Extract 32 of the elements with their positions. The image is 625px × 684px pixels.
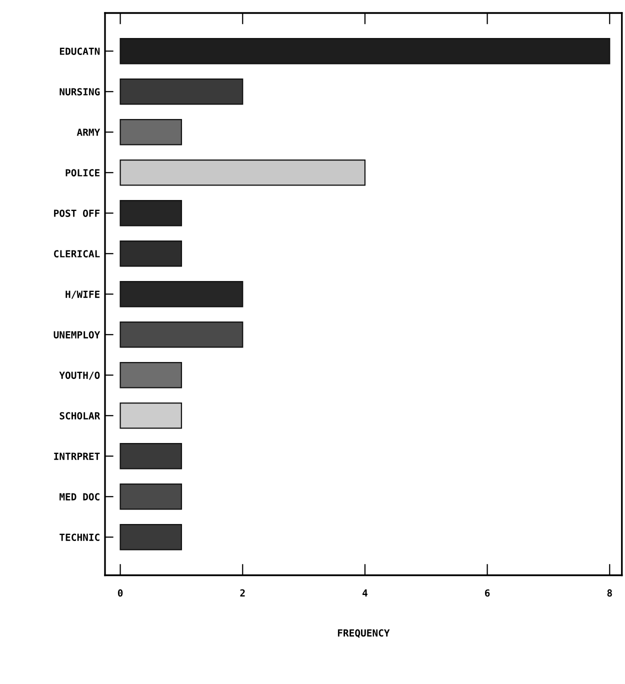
bar	[120, 322, 244, 348]
y-tick-label: POLICE	[66, 169, 100, 176]
bar	[120, 402, 182, 429]
bar	[120, 524, 182, 550]
x-tick-label: 6	[485, 589, 490, 597]
x-tick-label: 2	[240, 589, 245, 597]
x-axis-title: FREQUENCY	[338, 629, 390, 638]
y-tick-label: ARMY	[76, 128, 100, 136]
y-tick-label: INTRPRET	[54, 452, 100, 460]
y-tick-label: UNEMPLOY	[54, 331, 100, 338]
bar	[120, 38, 610, 64]
x-tick-label: 4	[362, 589, 368, 597]
y-tick-label: YOUTH/O	[59, 372, 100, 380]
bar	[120, 160, 366, 186]
y-tick-label: CLERICAL	[54, 250, 100, 258]
bar	[120, 443, 182, 470]
bar	[120, 78, 244, 105]
bar	[120, 362, 182, 388]
y-tick-label: SCHOLAR	[60, 412, 100, 420]
bar	[120, 240, 182, 267]
y-tick-label: H/WIFE	[66, 290, 100, 299]
y-tick-label: POST OFF	[54, 210, 100, 217]
bar	[120, 484, 182, 510]
bar	[120, 281, 244, 308]
x-tick-label: 0	[118, 589, 123, 597]
bar	[120, 200, 182, 226]
y-tick-label: NURSING	[60, 88, 100, 96]
y-tick-label: MED DOC	[60, 493, 100, 500]
y-tick-label: TECHNIC	[60, 534, 100, 541]
y-tick-label: EDUCATN	[60, 48, 100, 55]
x-tick-label: 8	[607, 589, 612, 597]
bar	[120, 119, 182, 146]
